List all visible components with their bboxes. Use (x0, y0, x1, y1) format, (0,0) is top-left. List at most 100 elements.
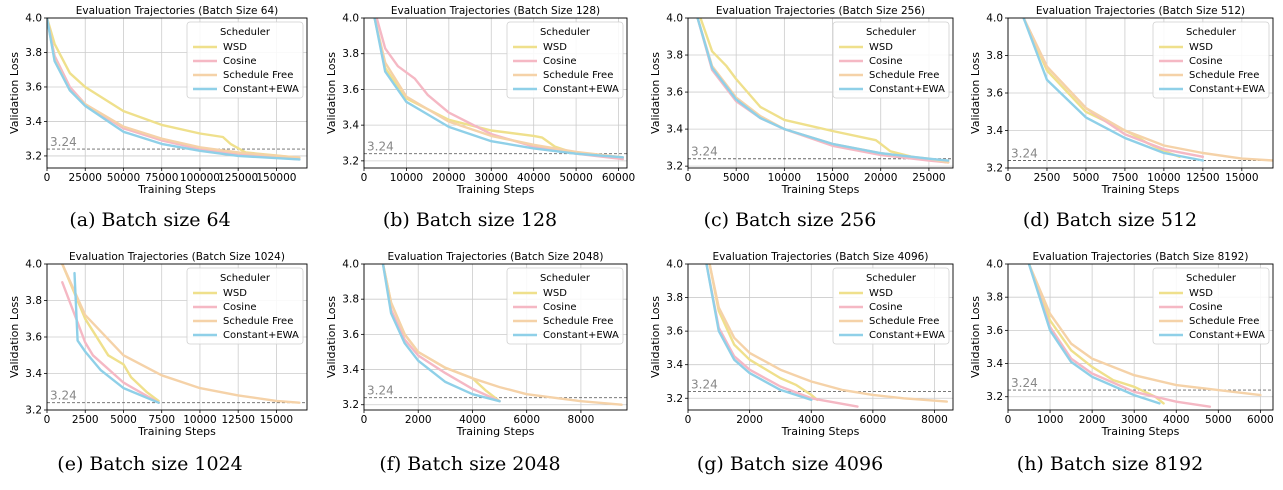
series-line-cosine (61, 281, 160, 404)
x-tick-label: 2500 (1034, 172, 1061, 184)
x-tick-label: 150000 (256, 172, 296, 184)
x-axis-label: Training Steps (781, 425, 860, 438)
legend-label: WSD (223, 288, 247, 299)
subfigure-caption: (g) Batch size 4096 (697, 453, 883, 475)
reference-label: 3.24 (691, 145, 718, 159)
legend-label: Schedule Free (223, 316, 293, 327)
legend-label: Constant+EWA (223, 330, 299, 341)
y-tick-label: 3.2 (666, 161, 683, 173)
legend: Scheduler WSD Cosine Schedule Free Constant+… (506, 267, 624, 345)
y-tick-label: 3.2 (986, 391, 1003, 403)
y-axis-label: Validation Loss (325, 52, 338, 134)
y-tick-label: 3.4 (342, 120, 359, 132)
legend-label: Cosine (543, 56, 577, 67)
x-tick-label: 25000 (912, 172, 945, 184)
legend-label: Schedule Free (223, 70, 293, 81)
chart-panel-6: 3.24 0 2000 4000 6000 8000 3.2 3.4 3.6 3.8 4.0 Eval… (325, 251, 628, 475)
x-tick-label: 4000 (459, 414, 486, 426)
y-tick-label: 4.0 (666, 259, 683, 271)
x-axis-label: Training Steps (137, 183, 216, 196)
legend-label: WSD (223, 42, 247, 53)
y-tick-label: 4.0 (666, 13, 683, 25)
x-tick-label: 0 (361, 414, 368, 426)
legend-label: Schedule Free (869, 316, 939, 327)
series-line-constant-ewa (47, 18, 301, 161)
legend-label: Cosine (223, 56, 257, 67)
x-tick-label: 4000 (1163, 414, 1190, 426)
reference-label: 3.24 (367, 140, 394, 154)
chart-title: Evaluation Trajectories (Batch Size 256) (716, 5, 925, 17)
x-tick-label: 2000 (405, 414, 432, 426)
y-axis-label: Validation Loss (325, 296, 338, 378)
series-line-constant-ewa (1022, 18, 1205, 162)
legend-box (186, 267, 304, 345)
series-line-constant-ewa (381, 264, 501, 403)
legend-title: Scheduler (1186, 273, 1237, 284)
x-tick-label: 50000 (107, 172, 140, 184)
legend-label: Schedule Free (869, 70, 939, 81)
series-line-wsd (1027, 264, 1165, 405)
x-tick-label: 60000 (602, 172, 635, 184)
plot-frame (363, 263, 628, 411)
legend-box (832, 267, 950, 345)
x-axis-label: Training Steps (456, 425, 535, 438)
chart-panel-2: 3.24 0 10000 20000 30000 40000 50000 60000 3.2 3.… (325, 5, 635, 231)
reference-label: 3.24 (691, 378, 718, 392)
chart-title: Evaluation Trajectories (Batch Size 512) (1036, 5, 1245, 17)
plot-frame (687, 17, 954, 169)
x-tick-label: 5000 (110, 414, 137, 426)
legend-label: Cosine (543, 302, 577, 313)
y-tick-label: 3.6 (342, 84, 359, 96)
subfigure-caption: (d) Batch size 512 (1023, 209, 1197, 231)
y-tick-label: 3.2 (986, 163, 1003, 175)
y-tick-label: 4.0 (342, 13, 359, 25)
legend-label: Schedule Free (543, 316, 613, 327)
x-tick-label: 12500 (221, 414, 254, 426)
x-tick-label: 8000 (921, 414, 948, 426)
chart-panel-5: 3.24 0 2500 5000 7500 10000 12500 15000 3.2 3.4 3.… (8, 251, 308, 475)
subfigure-caption: (c) Batch size 256 (704, 209, 877, 231)
x-tick-label: 0 (685, 414, 692, 426)
x-tick-label: 3000 (1121, 414, 1148, 426)
x-tick-label: 20000 (864, 172, 897, 184)
x-tick-label: 0 (361, 172, 368, 184)
legend-label: Constant+EWA (1189, 330, 1265, 341)
y-axis-label: Validation Loss (8, 52, 21, 134)
series-line-schedule-free (1022, 18, 1273, 162)
y-axis-label: Validation Loss (649, 52, 662, 134)
y-tick-label: 3.4 (986, 125, 1003, 137)
chart-title: Evaluation Trajectories (Batch Size 8192… (1033, 251, 1249, 263)
reference-label: 3.24 (1011, 147, 1038, 161)
legend-title: Scheduler (1186, 27, 1237, 38)
x-tick-label: 5000 (723, 172, 750, 184)
x-tick-label: 4000 (798, 414, 825, 426)
subfigure-caption: (h) Batch size 8192 (1017, 453, 1203, 475)
x-axis-label: Training Steps (1101, 425, 1180, 438)
y-tick-label: 3.2 (25, 405, 42, 417)
y-tick-label: 3.8 (666, 292, 683, 304)
y-tick-label: 3.4 (25, 368, 42, 380)
y-tick-label: 4.0 (986, 259, 1003, 271)
legend-label: Constant+EWA (223, 84, 299, 95)
series-line-schedule-free (1027, 264, 1262, 397)
legend-label: WSD (1189, 42, 1213, 53)
y-tick-label: 4.0 (342, 259, 359, 271)
chart-panel-8: 3.24 0 1000 2000 3000 4000 5000 6000 3.2 3.4 3.6 3.… (969, 251, 1274, 475)
x-tick-label: 0 (685, 172, 692, 184)
y-tick-label: 3.6 (25, 81, 42, 93)
chart-panel-4: 3.24 0 2500 5000 7500 10000 12500 15000 3.2 3.4 3.… (969, 5, 1274, 231)
chart-panel-3: 3.24 0 5000 10000 15000 20000 25000 3.2 3.4 3.6 3.… (649, 5, 954, 231)
legend: Scheduler WSD Cosine Schedule Free Constant+… (832, 21, 950, 99)
series-line-constant-ewa (696, 18, 950, 162)
legend-box (832, 21, 950, 99)
legend-label: Constant+EWA (543, 84, 619, 95)
x-axis-label: Training Steps (456, 183, 535, 196)
plot-frame (687, 263, 954, 411)
x-tick-label: 10000 (1147, 172, 1180, 184)
y-tick-label: 3.6 (25, 332, 42, 344)
legend-box (186, 21, 304, 99)
y-tick-label: 3.4 (666, 359, 683, 371)
x-tick-label: 12500 (1186, 172, 1219, 184)
series-line-cosine (47, 18, 301, 161)
legend-label: Cosine (223, 302, 257, 313)
